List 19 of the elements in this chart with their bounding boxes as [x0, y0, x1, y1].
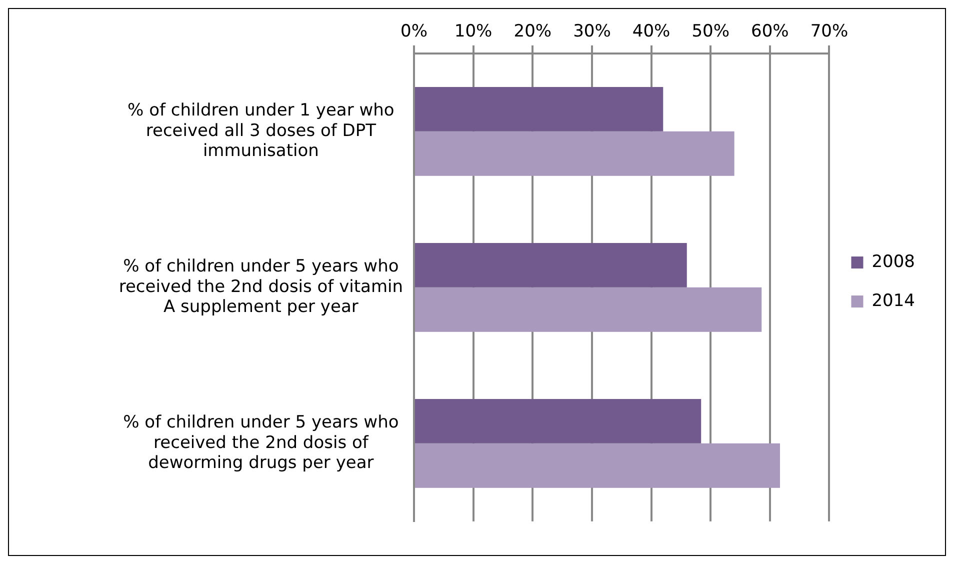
bar	[415, 242, 687, 288]
y-tick-label: % of children under 5 years who received the 2nd dosis of vitamin A supplement per year	[118, 256, 403, 318]
bar	[415, 443, 780, 488]
x-tick-label: 50%	[692, 22, 730, 42]
x-tick-label: 60%	[751, 22, 789, 42]
bar	[415, 398, 702, 444]
y-tick-label: % of children under 5 years who received the 2nd dosis of deworming drugs per year	[123, 412, 399, 474]
x-tick-label: 40%	[632, 22, 670, 42]
bar	[415, 131, 734, 176]
legend-label: 2008	[872, 252, 915, 272]
legend-label: 2014	[872, 290, 915, 311]
x-tick-label: 10%	[454, 22, 492, 42]
x-tick-label: 70%	[810, 22, 848, 42]
bar	[415, 86, 664, 132]
x-tick-label: 0%	[400, 22, 428, 42]
x-tick-label: 20%	[514, 22, 552, 42]
x-tick-label: 30%	[573, 22, 611, 42]
bar	[415, 287, 762, 332]
y-tick-label: % of children under 1 year who received all 3 doses of DPT immunisation	[128, 100, 394, 162]
